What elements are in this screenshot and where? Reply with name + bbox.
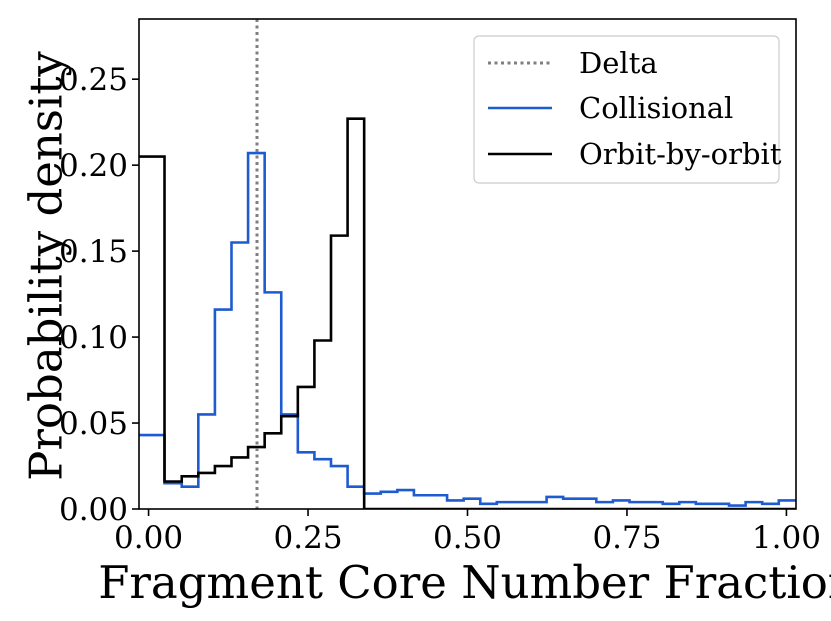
x-tick-label: 1.00 <box>752 520 821 556</box>
legend-label-collisional: Collisional <box>579 91 733 125</box>
plot-area <box>139 19 796 509</box>
series-line-orbit-by-orbit <box>139 117 796 509</box>
x-axis-label: Fragment Core Number Fraction <box>98 556 831 609</box>
series-line-collisional <box>139 151 796 507</box>
y-tick-label: 0.10 <box>59 320 128 356</box>
y-axis: 0.00 0.05 0.10 0.15 0.20 0.25 <box>59 62 139 528</box>
x-axis: 0.00 0.25 0.50 0.75 1.00 <box>114 509 821 556</box>
legend: Delta Collisional Orbit-by-orbit <box>473 35 782 184</box>
x-tick-label: 0.75 <box>592 520 661 556</box>
y-tick-label: 0.00 <box>59 492 128 528</box>
y-axis-label: Probability density <box>20 51 73 481</box>
series-collisional <box>139 151 796 507</box>
y-tick-label: 0.20 <box>59 148 128 184</box>
legend-label-orbit-by-orbit: Orbit-by-orbit <box>579 137 782 171</box>
legend-box <box>473 35 780 184</box>
x-tick-label: 0.25 <box>274 520 343 556</box>
x-tick-label: 0.50 <box>433 520 502 556</box>
legend-label-delta: Delta <box>579 46 658 80</box>
series-orbit-by-orbit <box>139 117 796 509</box>
y-tick-label: 0.15 <box>59 234 128 270</box>
y-tick-label: 0.25 <box>59 62 128 98</box>
y-tick-label: 0.05 <box>59 406 128 442</box>
x-tick-label: 0.00 <box>114 520 183 556</box>
